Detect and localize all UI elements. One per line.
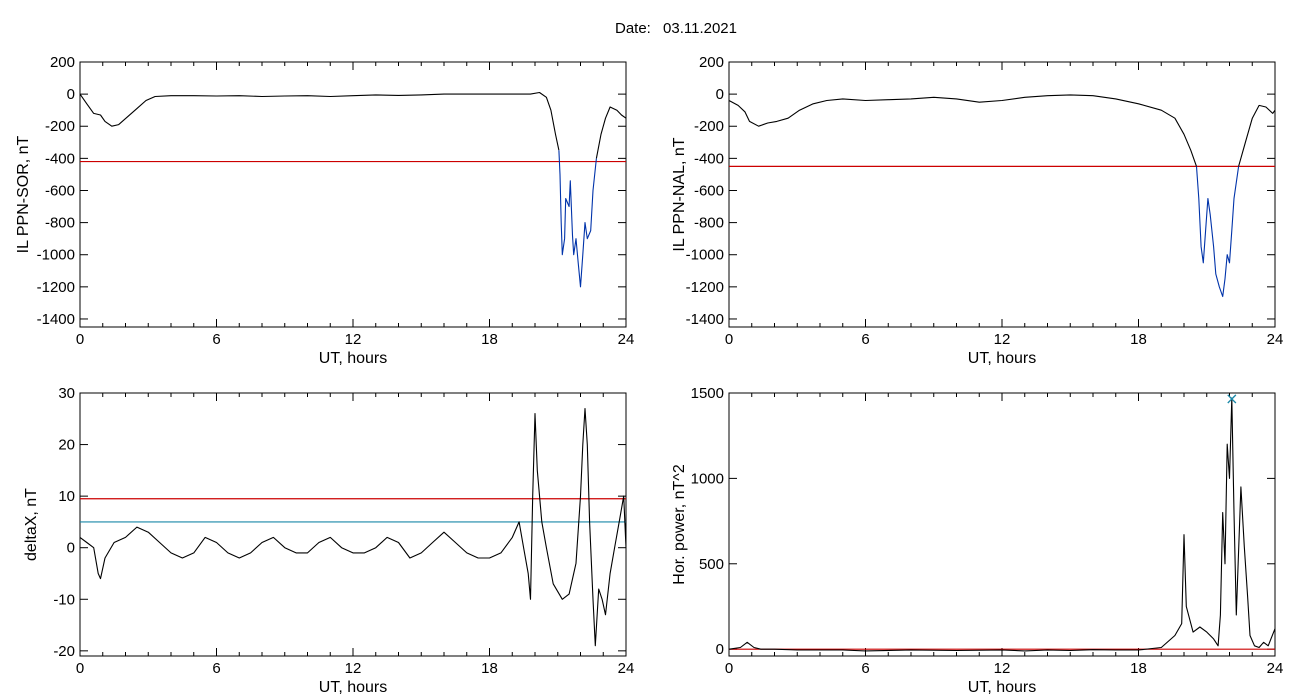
plot-frame (79, 392, 627, 657)
x-tick-label: 6 (212, 331, 220, 348)
y-tick-label: 20 (58, 437, 75, 454)
plot-frame (728, 61, 1276, 328)
x-tick-label: 24 (1267, 660, 1284, 677)
x-tick-label: 0 (76, 331, 84, 348)
x-tick-label: 12 (345, 331, 362, 348)
y-tick-label: 0 (716, 86, 724, 103)
x-axis-title: UT, hours (968, 350, 1036, 367)
x-tick-label: 0 (76, 660, 84, 677)
figure-title: Date: 03.11.2021 (615, 20, 737, 37)
x-tick-label: 12 (345, 660, 362, 677)
x-tick-label: 18 (1130, 331, 1147, 348)
x-tick-label: 0 (725, 660, 733, 677)
y-axis-title: IL PPN-NAL, nT (671, 137, 688, 251)
panel-hor-power: 0 6 12 18 24 1500 1000 500 0 UT, hours Hor. power,… (671, 385, 1283, 696)
panel-deltax: 0 6 12 18 24 30 20 10 0 -10 -20 UT, hours deltaX, nT (23, 385, 634, 696)
date-label: Date: (615, 20, 651, 37)
y-axis-title: IL PPN-SOR, nT (15, 135, 32, 253)
x-tick-label: 24 (618, 331, 635, 348)
series-line (728, 397, 1276, 652)
y-tick-label: 1000 (691, 470, 724, 487)
peak-marker: × (1225, 389, 1238, 408)
y-tick-label: 200 (50, 54, 75, 71)
x-axis-title: UT, hours (968, 679, 1036, 696)
series-line (1195, 166, 1240, 298)
y-tick-label: 1500 (691, 385, 724, 402)
y-tick-label: -10 (53, 591, 75, 608)
y-tick-label: -20 (53, 643, 75, 660)
y-tick-label: -200 (694, 118, 724, 135)
y-tick-label: -1400 (686, 311, 724, 328)
x-tick-label: 0 (725, 331, 733, 348)
x-tick-label: 6 (212, 660, 220, 677)
series-line (1238, 104, 1276, 167)
x-tick-label: 24 (1267, 331, 1284, 348)
plot-frame (79, 61, 627, 328)
y-tick-label: -1000 (686, 247, 724, 264)
y-tick-label: -1200 (37, 279, 75, 296)
series-line (558, 150, 597, 288)
x-tick-label: 24 (618, 660, 635, 677)
y-tick-label: 0 (67, 86, 75, 103)
panel-il-ppn-nal: 0 6 12 18 24 200 0 -200 -400 -600 -800 -1000 -1200 -1… (671, 54, 1283, 367)
y-tick-label: 0 (716, 641, 724, 658)
y-tick-label: 30 (58, 385, 75, 402)
y-tick-label: -400 (694, 150, 724, 167)
y-tick-label: -1000 (37, 247, 75, 264)
series-line (79, 91, 560, 151)
series-line (595, 106, 627, 159)
y-tick-label: -200 (45, 118, 75, 135)
series-line (79, 407, 627, 647)
y-axis-title: deltaX, nT (23, 488, 40, 561)
y-tick-label: 500 (699, 556, 724, 573)
date-value: 03.11.2021 (663, 20, 737, 37)
chart-panels: 0 6 12 18 242000-200-400-600-800-1000-1200-1… (15, 54, 1283, 696)
y-tick-label: 0 (67, 540, 75, 557)
x-axis-title: UT, hours (319, 679, 387, 696)
x-tick-label: 12 (994, 660, 1011, 677)
x-tick-label: 18 (481, 660, 498, 677)
x-axis-title: UT, hours (319, 350, 387, 367)
y-tick-label: -1200 (686, 279, 724, 296)
x-tick-label: 6 (861, 331, 869, 348)
x-tick-label: 6 (861, 660, 869, 677)
y-tick-label: -800 (45, 215, 75, 232)
x-tick-label: 18 (1130, 660, 1147, 677)
y-tick-label: 200 (699, 54, 724, 71)
y-axis-title: Hor. power, nT^2 (671, 464, 688, 585)
y-tick-label: -1400 (37, 311, 75, 328)
panel-il-ppn-sor: 0 6 12 18 24 200 0 -200 -400 -600 -800 -1000 -1200 -1… (15, 54, 634, 367)
x-tick-label: 12 (994, 331, 1011, 348)
y-tick-label: 10 (58, 488, 75, 505)
y-tick-label: -800 (694, 215, 724, 232)
plot-frame (728, 392, 1276, 657)
x-tick-label: 18 (481, 331, 498, 348)
y-tick-label: -600 (45, 182, 75, 199)
y-tick-label: -600 (694, 182, 724, 199)
series-line (728, 94, 1198, 167)
y-tick-label: -400 (45, 150, 75, 167)
